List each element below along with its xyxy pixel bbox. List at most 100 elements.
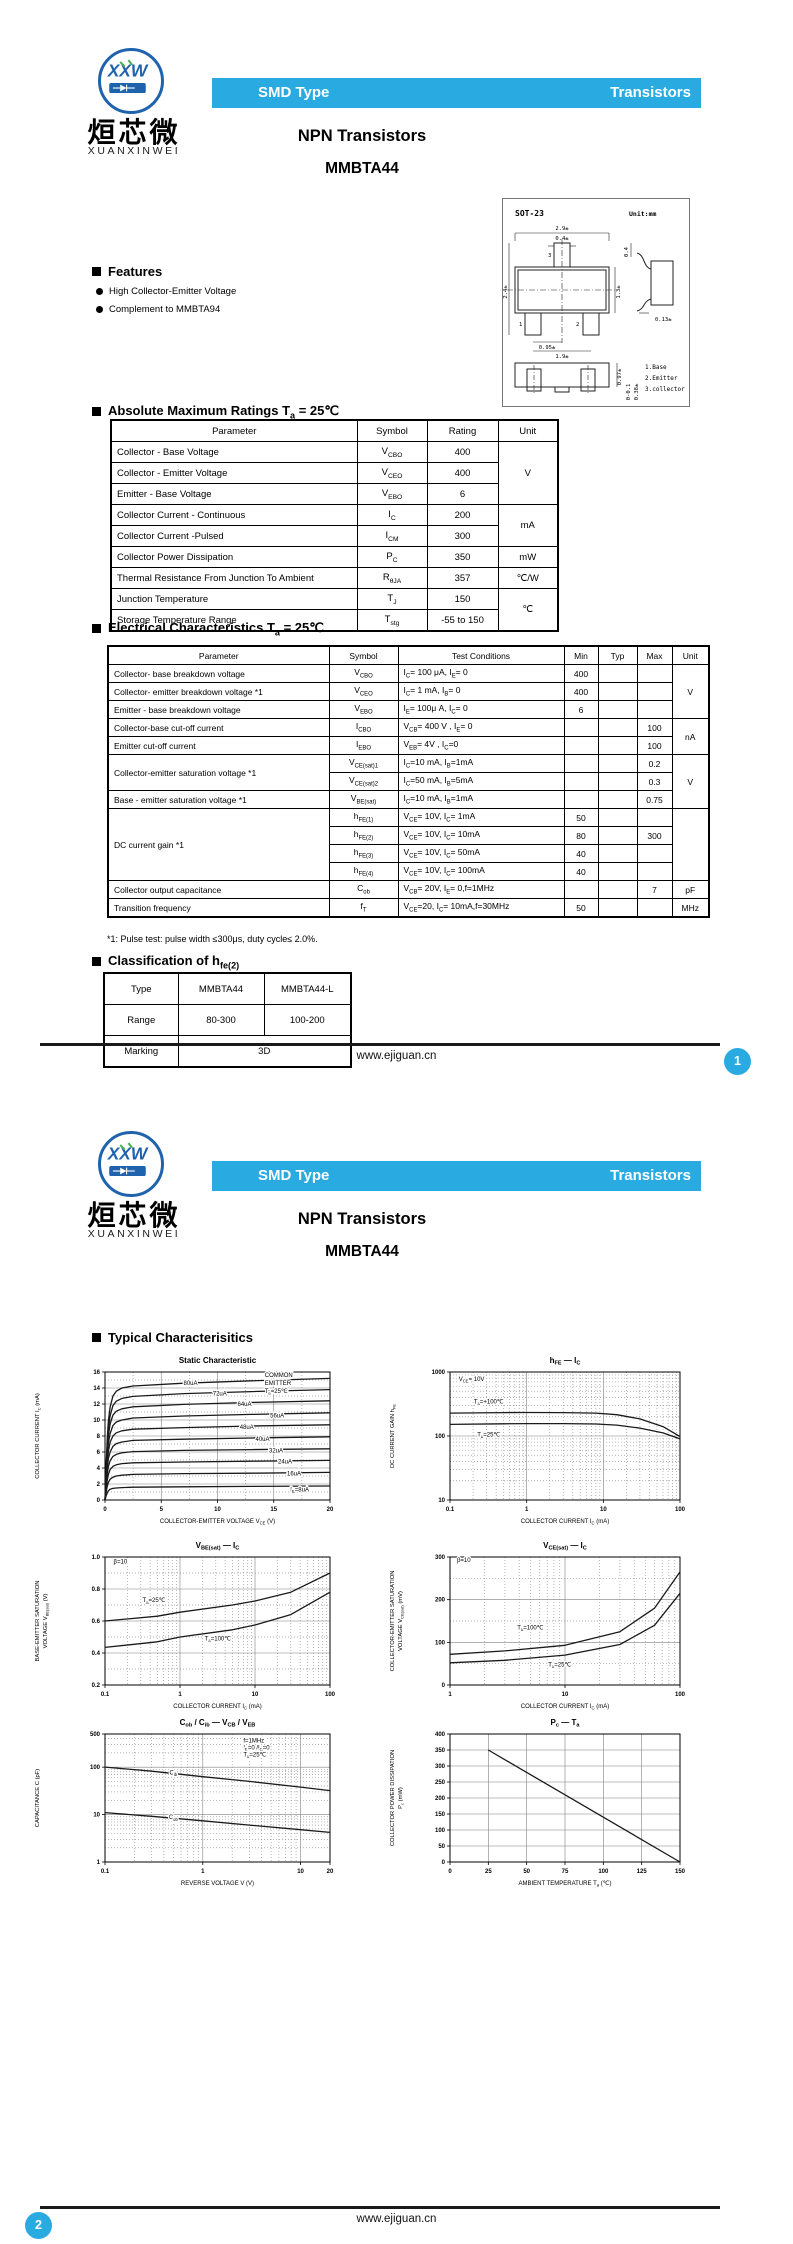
page-2: XXW 烜芯微 XUANXINWEI SMD Type Transistors [0,1122,793,2244]
table-cell: nA [671,718,710,755]
table-cell [597,790,638,809]
table-cell: 0.2 [636,754,673,773]
package-pin-legend: 1.Base 2.Emitter 3.collector [645,364,685,393]
table-cell [597,844,638,863]
table-cell [597,700,638,719]
dot-bullet-icon [96,306,103,313]
brand-logo-mark: XXW [107,59,149,94]
svg-text:350: 350 [435,1748,446,1754]
table-cell [563,754,599,773]
svg-text:0.6: 0.6 [92,1619,101,1625]
svg-text:16: 16 [93,1370,100,1376]
svg-text:Pc (mW): Pc (mW) [398,1787,405,1809]
svg-text:0.4±: 0.4± [555,236,569,242]
table-cell: Type [103,972,179,1005]
svg-text:0.38±: 0.38± [634,383,640,400]
footer-url[interactable]: www.ejiguan.cn [356,1050,437,1062]
svg-text:8: 8 [97,1434,101,1440]
table-row: Collector Power Dissipation PC 350 mW [110,546,559,568]
svg-text:VOLTAGE VCE(sat) (mV): VOLTAGE VCE(sat) (mV) [398,1591,405,1651]
table-cell: IEBO [328,736,399,755]
table-row: Emitter - Base Voltage VEBO 6 [110,483,558,505]
svg-text:Ta=25℃: Ta=25℃ [243,1753,266,1760]
table-cell: VEB= 4V , IC=0 [397,736,565,755]
svg-text:300: 300 [435,1764,446,1770]
package-front-view [514,362,618,395]
page-1: XXW 烜芯微 XUANXINWEI SMD Type Transistors [40,48,751,1075]
table-cell: IE= 100μ A, IC= 0 [397,700,565,719]
table-cell: VCEO [328,682,399,701]
table-cell: PC [356,546,428,568]
table-row: hFE(2) VCE= 10V, IC= 10mA 80 300 [108,826,709,845]
table-cell: 0.3 [636,772,673,791]
svg-text:64uA: 64uA [237,1402,251,1408]
part-number: MMBTA44 [325,160,399,177]
svg-text:24uA: 24uA [278,1460,292,1466]
electrical-heading: Electrical Characteristics Ta = 25℃ [92,620,324,638]
classification-heading: Classification of hfe(2) [92,953,239,971]
table-cell: hFE(4) [328,862,399,881]
table-cell: VCE= 10V, IC= 10mA [397,826,565,845]
abs-max-heading: Absolute Maximum Ratings Ta = 25℃ [92,403,339,421]
svg-text:1000: 1000 [432,1370,446,1376]
svg-text:125: 125 [637,1869,648,1875]
table-cell: 357 [426,567,499,589]
svg-text:100: 100 [435,1828,446,1834]
table-cell: -55 to 150 [426,609,499,632]
svg-text:1.3±: 1.3± [616,285,622,299]
package-dimensions: 2.9± 0.4± 2.4± 1.3± 0.95± 1.9± 0.4 0.13±… [503,226,672,400]
table-cell [597,808,638,827]
table-cell: IC=10 mA, IB=1mA [397,790,565,809]
table-cell: MHz [671,898,710,918]
table-cell: 400 [426,441,499,463]
svg-text:100: 100 [90,1765,101,1771]
svg-text:3: 3 [548,253,551,259]
svg-text:1.0: 1.0 [92,1555,101,1561]
footer-url[interactable]: www.ejiguan.cn [356,2213,437,2225]
header-banner: SMD Type Transistors [212,78,701,108]
series-IB=16uA [104,1471,331,1501]
package-unit-label: Unit:mm [629,210,656,218]
series-IB=40uA [104,1436,331,1501]
table-cell: RθJA [356,567,428,589]
svg-text:100: 100 [435,1640,446,1646]
table-cell: VCB= 400 V , IE= 0 [397,718,565,737]
table-cell: hFE(2) [328,826,399,845]
svg-text:0.1: 0.1 [101,1869,110,1875]
svg-text:50: 50 [438,1844,445,1850]
doc-title: NPN Transistors [297,1210,427,1228]
table-header-cell: Parameter [110,419,358,442]
svg-text:0: 0 [103,1507,107,1513]
table-row: Range 80-300 100-200 [103,1004,352,1036]
table-cell [636,700,673,719]
svg-text:32uA: 32uA [269,1448,283,1454]
table-cell: Tstg [356,609,428,632]
table-cell: 200 [426,504,499,526]
logo-letters: XXW [107,61,149,81]
svg-text:15: 15 [270,1507,277,1513]
table-cell: Collector output capacitance [107,880,330,899]
svg-text:COLLECTOR CURRENT IC (m: COLLECTOR CURRENT IC (mA) [521,1519,610,1526]
table-cell: hFE(1) [328,808,399,827]
series-Ta=25C [449,1592,681,1664]
table-cell [636,898,673,918]
chart-pc-ta: 0 25 50 75 100 125 150 0 50 100 150 200 250 300 350 400… [390,1718,686,1888]
table-cell [671,808,710,881]
typical-characteristics-heading: Typical Characterisitics [92,1330,253,1345]
svg-text:5: 5 [160,1507,164,1513]
table-cell: Collector-base cut-off current [107,718,330,737]
table-row: Base - emitter saturation voltage *1 VBE(… [107,790,709,809]
table-cell: VCE(sat)1 [328,754,399,773]
table-cell: VEBO [356,483,428,505]
series-Ta=100C [104,1591,331,1649]
table-cell [597,826,638,845]
feature-item: Complement to MMBTA94 [96,304,220,315]
svg-text:COLLECTOR CURRENT IC (m: COLLECTOR CURRENT IC (mA) [521,1704,610,1711]
svg-text:1: 1 [97,1860,101,1866]
table-cell [563,790,599,809]
svg-text:Ta=25℃: Ta=25℃ [477,1433,500,1440]
svg-text:500: 500 [90,1732,101,1738]
svg-text:f=1MHz: f=1MHz [243,1739,264,1745]
table-cell [597,862,638,881]
table-cell: 300 [636,826,673,845]
